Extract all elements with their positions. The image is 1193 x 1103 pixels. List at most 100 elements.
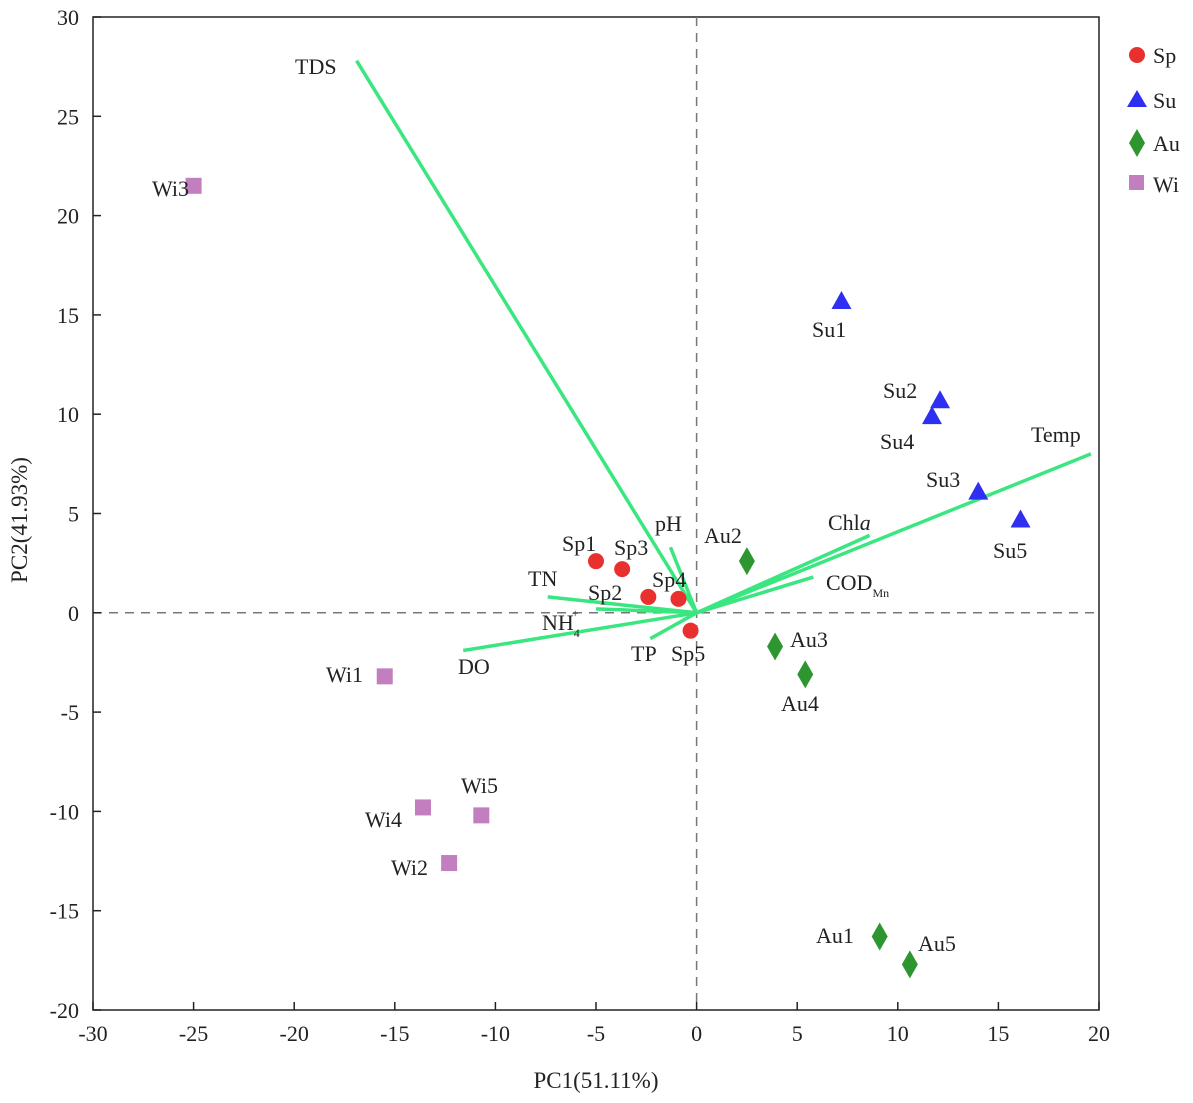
vector-tp [649, 611, 698, 641]
point-label-sp3: Sp3 [614, 535, 648, 560]
point-label-sp4: Sp4 [652, 567, 686, 592]
point-au3 [767, 632, 784, 661]
point-label-au2: Au2 [704, 523, 742, 548]
point-label-su4: Su4 [880, 429, 914, 454]
y-tick-label-3: -5 [61, 700, 79, 725]
y-tick-label-8: 20 [57, 204, 79, 229]
loading-vectors [355, 59, 1092, 653]
vector-label-chla-main: Chl [828, 510, 860, 535]
vector-label-codmn-sub: Mn [872, 586, 889, 600]
point-label-au5: Au5 [918, 931, 956, 956]
legend-label-wi: Wi [1153, 172, 1179, 197]
legend-label-sp: Sp [1153, 43, 1176, 68]
point-sp1 [588, 553, 604, 570]
point-au4 [797, 660, 814, 689]
axis-ticks: -30 -25 -20 -15 -10 -5 0 5 10 15 20 -20 -15 -10 -5 0 5 10… [50, 5, 1110, 1046]
point-label-su3: Su3 [926, 467, 960, 492]
legend-marker-sp [1129, 47, 1145, 63]
point-labels: Sp1 Sp2 Sp3 Sp4 Sp5 Su1 Su2 Su3 Su4 Su5 … [152, 176, 1027, 956]
legend-marker-au [1129, 129, 1145, 157]
x-tick-label-10: 20 [1088, 1021, 1110, 1046]
plot-frame [92, 16, 1100, 1011]
score-points [185, 177, 1031, 979]
point-wi1 [376, 668, 393, 685]
point-label-su5: Su5 [993, 538, 1027, 563]
point-sp2 [640, 588, 657, 605]
vector-label-do: DO [458, 654, 490, 679]
y-tick-label-10: 30 [57, 5, 79, 30]
y-axis-title: PC2(41.93%) [7, 457, 32, 583]
vector-label-nh4: NH4 + [542, 606, 580, 640]
vector-codmn [696, 575, 814, 615]
point-su4 [922, 406, 943, 425]
y-tick-label-6: 10 [57, 402, 79, 427]
vector-label-codmn: CODMn [826, 570, 889, 600]
point-label-wi5: Wi5 [461, 773, 498, 798]
point-label-sp5: Sp5 [671, 641, 705, 666]
point-sp5 [682, 622, 699, 639]
point-label-wi4: Wi4 [365, 807, 402, 832]
point-label-wi3: Wi3 [152, 176, 189, 201]
vector-label-nh4-main: NH [542, 610, 574, 635]
point-su2 [930, 390, 951, 409]
y-tick-label-7: 15 [57, 303, 79, 328]
x-tick-label-9: 15 [987, 1021, 1009, 1046]
legend-label-su: Su [1153, 88, 1176, 113]
point-label-sp1: Sp1 [562, 531, 596, 556]
x-tick-label-0: -30 [78, 1021, 107, 1046]
y-tick-label-2: -10 [50, 799, 79, 824]
point-sp4 [670, 590, 687, 607]
legend-marker-wi [1129, 175, 1144, 190]
vector-label-chla: Chla [828, 510, 871, 535]
y-tick-label-9: 25 [57, 104, 79, 129]
point-label-au4: Au4 [781, 691, 819, 716]
point-label-su2: Su2 [883, 378, 917, 403]
vector-temp [695, 452, 1092, 615]
x-tick-label-4: -10 [481, 1021, 510, 1046]
vector-label-nh4-sub: 4 [574, 626, 580, 640]
point-wi5 [473, 807, 490, 824]
vector-do [462, 611, 697, 653]
vector-tds [355, 59, 699, 614]
x-tick-label-7: 5 [792, 1021, 803, 1046]
point-au5 [901, 950, 918, 979]
vector-label-codmn-main: COD [826, 570, 872, 595]
point-label-au3: Au3 [790, 627, 828, 652]
point-wi2 [441, 855, 458, 872]
legend-marker-su [1127, 90, 1147, 107]
y-tick-label-0: -20 [50, 998, 79, 1023]
point-wi4 [414, 799, 431, 816]
vector-ph [668, 546, 699, 614]
x-axis-title: PC1(51.11%) [533, 1068, 658, 1093]
point-label-wi2: Wi2 [391, 855, 428, 880]
vector-nh4 [595, 607, 697, 615]
point-label-au1: Au1 [816, 923, 854, 948]
vector-label-temp: Temp [1031, 422, 1081, 447]
x-tick-label-5: -5 [587, 1021, 605, 1046]
legend-label-au: Au [1153, 131, 1180, 156]
vector-chla [695, 533, 871, 615]
point-su3 [968, 481, 989, 500]
vector-label-chla-italic: a [860, 510, 871, 535]
y-tick-label-5: 5 [68, 502, 79, 527]
x-tick-label-1: -25 [179, 1021, 208, 1046]
legend: Sp Su Au Wi [1127, 43, 1180, 197]
point-wi3 [185, 177, 202, 194]
x-tick-label-8: 10 [887, 1021, 909, 1046]
point-au2 [738, 547, 755, 576]
y-tick-label-1: -15 [50, 899, 79, 924]
point-label-sp2: Sp2 [588, 580, 622, 605]
x-tick-label-6: 0 [691, 1021, 702, 1046]
point-au1 [871, 922, 888, 951]
point-su5 [1010, 509, 1031, 528]
vector-label-tds: TDS [295, 54, 337, 79]
vector-label-tn: TN [528, 566, 557, 591]
vector-label-ph: pH [655, 511, 682, 536]
point-label-wi1: Wi1 [326, 662, 363, 687]
vector-label-tp: TP [631, 641, 657, 666]
y-tick-label-4: 0 [68, 601, 79, 626]
point-su1 [831, 290, 852, 309]
x-tick-label-3: -15 [380, 1021, 409, 1046]
point-sp3 [614, 561, 631, 578]
